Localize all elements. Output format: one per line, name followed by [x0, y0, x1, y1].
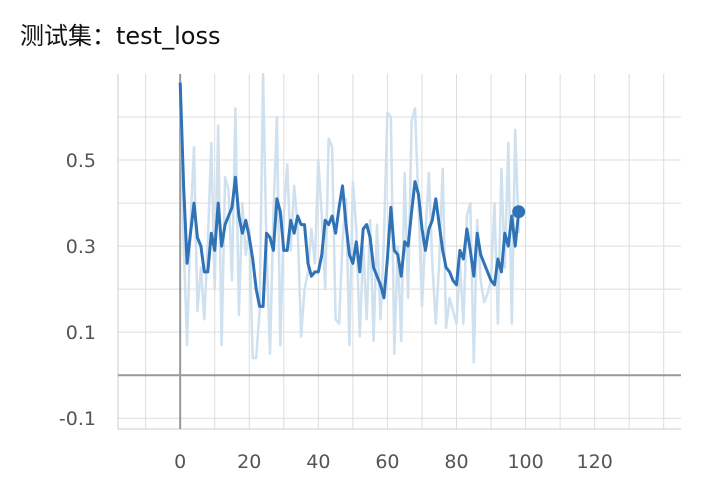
x-tick-label: 80 — [444, 451, 468, 473]
x-tick-label: 20 — [237, 451, 261, 473]
x-tick-label: 40 — [306, 451, 330, 473]
x-tick-label: 120 — [577, 451, 613, 473]
series-layer — [178, 72, 526, 364]
x-tick-label: 100 — [507, 451, 543, 473]
y-tick-label: 0.5 — [66, 150, 96, 172]
last-point-marker — [512, 205, 526, 219]
tick-layer: 0 20 40 60 80 100 120 -0.1 0.1 0.3 0.5 — [59, 150, 613, 473]
x-tick-label: 0 — [174, 451, 186, 473]
y-tick-label: 0.1 — [66, 322, 96, 344]
smoothed-series-line — [178, 82, 521, 308]
x-tick-label: 60 — [375, 451, 399, 473]
y-tick-label: 0.3 — [66, 236, 96, 258]
chart-title: 测试集：test_loss — [20, 22, 221, 50]
y-tick-label: -0.1 — [59, 408, 96, 430]
